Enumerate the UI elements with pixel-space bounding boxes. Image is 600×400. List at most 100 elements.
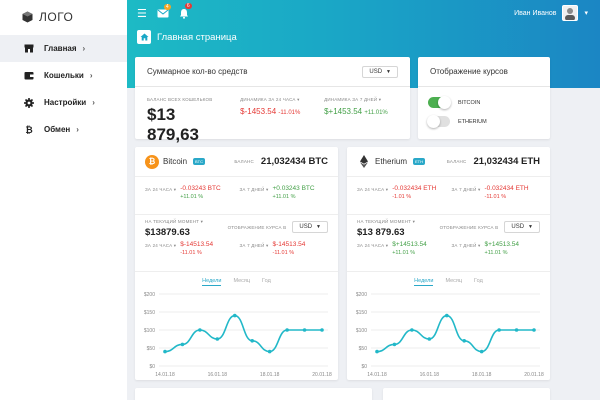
data-point (198, 328, 202, 332)
change-7d-value: +0.03243 BTC (272, 185, 315, 192)
change-7d-pct: -11.01 % (484, 194, 507, 200)
data-point (462, 339, 467, 343)
data-point (427, 337, 432, 341)
data-point (163, 349, 167, 354)
rate-7d-label: ЗА 7 ДНЕЙ ▾ (239, 243, 269, 248)
user-name[interactable]: Иван Иванов (514, 9, 557, 17)
wallet-name: Etherium (375, 157, 408, 166)
chevron-down-icon[interactable]: ▾ (584, 10, 588, 17)
tab-week[interactable]: Недели (202, 278, 222, 286)
rate-24h-value: $+14513.54 (392, 241, 427, 248)
change-24h-pct: -1.01 % (392, 194, 412, 200)
y-tick-label: $200 (144, 292, 155, 298)
sidebar-item-label: Главная (44, 44, 77, 53)
rates-title: Отображение курсов (430, 67, 508, 76)
data-point (410, 328, 414, 332)
tab-year[interactable]: Год (262, 278, 271, 284)
y-tick-label: $150 (144, 310, 155, 316)
change-7d-label: ЗА 7 ДНЕЙ ▾ (239, 187, 269, 192)
x-tick-label: 14.01.18 (155, 372, 175, 378)
bottom-card-right (383, 388, 550, 400)
sidebar-item-settings[interactable]: Настройки › (0, 89, 127, 116)
tab-year[interactable]: Год (474, 278, 483, 284)
wallet-name: Bitcoin (163, 157, 188, 166)
mail-badge: 4 (163, 3, 171, 10)
data-point (285, 328, 289, 332)
menu-icon[interactable]: ☰ (137, 7, 147, 20)
change-24h-label: ЗА 24 ЧАСА ▾ (145, 187, 177, 192)
wallet-balance: 21,032434 ETH (473, 156, 540, 167)
chevron-down-icon: ▼ (386, 68, 391, 75)
sidebar-item-label: Настройки (44, 98, 87, 107)
rates-card: Отображение курсов BITCOIN ETHERIUM (418, 57, 550, 139)
wallet-card-bitcoin: ₿ Bitcoin BTC БАЛАНС 21,032434 BTC ЗА 24… (135, 147, 338, 380)
currency-select-value: USD (511, 224, 525, 230)
now-label: НА ТЕКУЩИЙ МОМЕНТ ▾ (145, 219, 204, 224)
store-icon (24, 44, 34, 53)
mail-icon[interactable]: 4 (157, 3, 171, 18)
data-point (375, 349, 379, 354)
change-7d-value: -0.032434 ETH (484, 185, 529, 192)
rate-7d-value: $+14513.54 (484, 241, 520, 248)
sidebar-item-label: Кошельки (44, 71, 84, 80)
y-tick-label: $200 (356, 292, 367, 298)
x-tick-label: 20.01.18 (312, 372, 332, 378)
x-tick-label: 18.01.18 (260, 372, 280, 378)
data-point (180, 342, 185, 347)
rate-24h-pct: +11.01 % (392, 250, 416, 256)
logo-cube-icon (22, 11, 33, 23)
currency-select[interactable]: USD ▼ (362, 65, 398, 78)
d24-pct: -11.01% (278, 110, 301, 116)
balance-label: БАЛАНС (234, 159, 254, 164)
data-point (479, 349, 484, 354)
rate-24h-value: $-14513.54 (180, 241, 214, 248)
y-tick-label: $0 (361, 364, 367, 370)
tab-month[interactable]: Месяц (445, 278, 463, 284)
now-label: НА ТЕКУЩИЙ МОМЕНТ ▾ (357, 219, 416, 224)
x-tick-label: 14.01.18 (367, 372, 387, 378)
data-point (514, 328, 519, 332)
summary-title: Суммарное кол-во средств (147, 67, 248, 76)
bell-icon[interactable]: 6 (179, 2, 192, 19)
home-icon[interactable] (137, 30, 151, 44)
now-value: $13879.63 (145, 227, 190, 238)
rate-label: ОТОБРАЖЕНИЕ КУРСА В (227, 225, 287, 230)
tab-month[interactable]: Месяц (233, 278, 251, 284)
wallet-balance: 21,032434 BTC (260, 156, 328, 167)
now-value: $13 879.63 (357, 227, 405, 238)
summary-card: Суммарное кол-во средств USD ▼ БАЛАНС ВС… (135, 57, 410, 144)
y-tick-label: $50 (359, 346, 368, 352)
wallet-card-etherium: Etherium ETH БАЛАНС 21,032434 ETH ЗА 24 … (347, 147, 550, 380)
sidebar-item-wallets[interactable]: Кошельки › (0, 62, 127, 89)
change-7d-pct: +11.01 % (272, 194, 296, 200)
toggle-etherium[interactable] (427, 115, 450, 128)
bitcoin-coin-icon: ₿ (145, 154, 159, 169)
avatar[interactable] (562, 5, 579, 21)
currency-select-value: USD (299, 224, 313, 230)
sidebar-item-home[interactable]: Главная › (0, 35, 127, 62)
rate-7d-value: $-14513.54 (272, 241, 306, 248)
page-title-row: Главная страница (127, 26, 600, 48)
change-24h-label: ЗА 24 ЧАСА ▾ (357, 187, 389, 192)
gear-icon (24, 97, 34, 108)
bitcoin-icon: ₿ (25, 124, 33, 135)
rate-24h-label: ЗА 24 ЧАСА ▾ (357, 243, 389, 248)
chevron-down-icon: ▼ (528, 224, 533, 230)
tab-week[interactable]: Недели (414, 278, 434, 286)
toggle-bitcoin[interactable] (428, 96, 451, 109)
currency-select[interactable]: USD ▼ (504, 221, 540, 233)
chevron-right-icon: › (76, 125, 79, 134)
bell-badge: 6 (184, 2, 192, 9)
series-line (164, 314, 322, 353)
rate-24h-pct: -11.01 % (180, 250, 202, 256)
currency-select[interactable]: USD ▼ (292, 221, 328, 233)
data-point (302, 328, 307, 332)
sidebar-item-exchange[interactable]: ₿ Обмен › (0, 116, 127, 143)
data-point (392, 342, 397, 347)
logo[interactable]: ЛОГО (0, 0, 127, 34)
y-tick-label: $150 (356, 310, 367, 316)
price-chart: $200 $150 $100 $50 $014.01.18 16.01.18 18.01.1… (144, 292, 332, 378)
rate-7d-pct: +11.01 % (484, 250, 508, 256)
y-tick-label: $0 (149, 364, 155, 370)
d24-label: ДИНАМИКА ЗА 24 ЧАСА ▾ (240, 97, 300, 102)
